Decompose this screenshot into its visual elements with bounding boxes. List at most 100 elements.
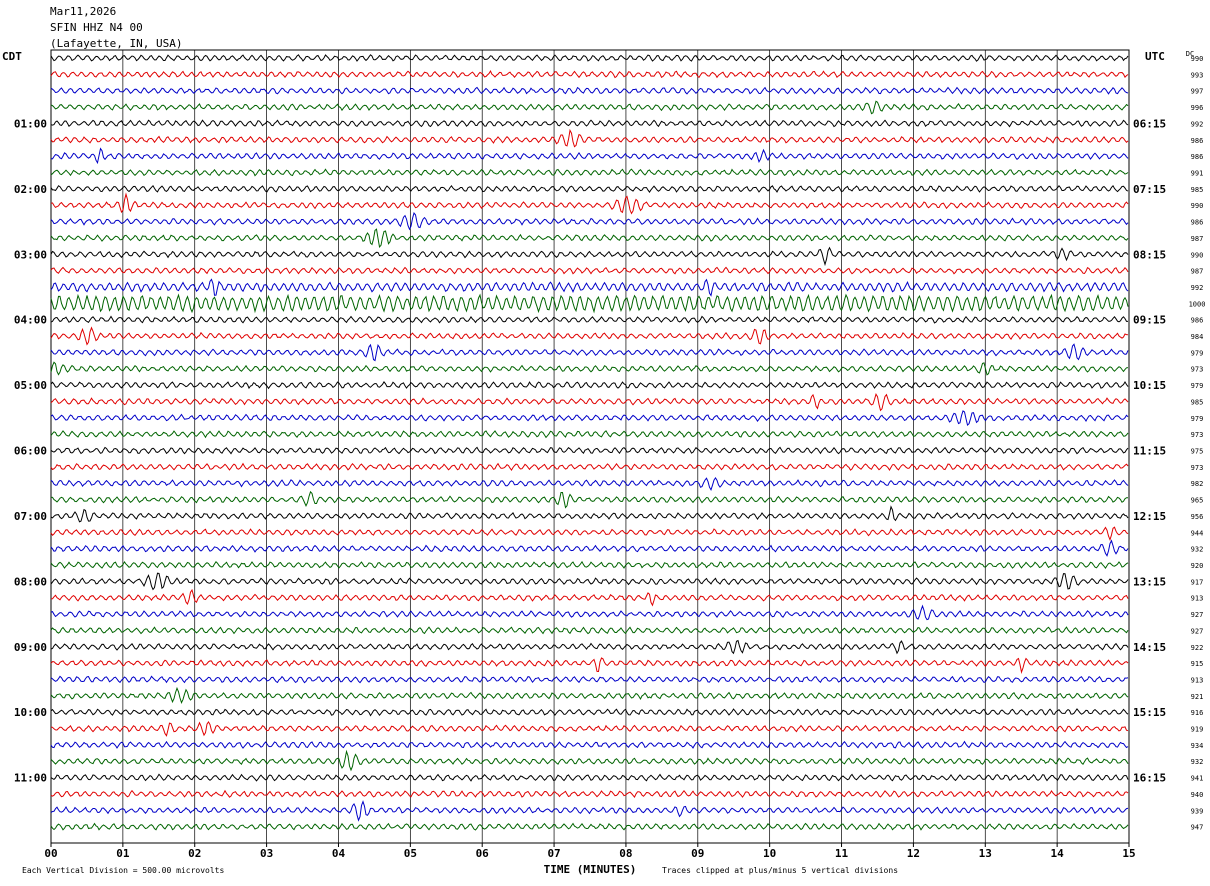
dc-offset-label: 993	[1191, 71, 1204, 79]
cdt-time-label: 07:00	[14, 510, 47, 523]
dc-offset-label: 975	[1191, 448, 1204, 456]
seismic-trace	[50, 560, 1129, 569]
seismic-trace	[50, 657, 1129, 674]
x-axis-label: TIME (MINUTES)	[544, 863, 637, 876]
x-tick-label: 15	[1122, 847, 1135, 860]
dc-offset-label: 991	[1191, 169, 1204, 177]
seismic-trace	[50, 789, 1129, 799]
dc-offset-label: 986	[1191, 317, 1204, 325]
dc-offset-label: 982	[1191, 480, 1204, 488]
seismic-trace	[50, 100, 1129, 115]
dc-offset-label: 940	[1191, 791, 1204, 799]
x-tick-label: 09	[691, 847, 704, 860]
seismic-trace	[50, 604, 1129, 621]
utc-time-label: 12:15	[1133, 510, 1166, 523]
seismic-trace	[50, 740, 1129, 749]
dc-offset-label: 965	[1191, 497, 1204, 505]
station-location: (Lafayette, IN, USA)	[50, 37, 183, 50]
dc-offset-label: 987	[1191, 235, 1204, 243]
dc-offset-label: 986	[1191, 219, 1204, 227]
cdt-time-label: 05:00	[14, 379, 47, 392]
seismic-trace	[50, 505, 1129, 523]
dc-offset-label: 992	[1191, 284, 1204, 292]
x-tick-label: 14	[1051, 847, 1065, 860]
dc-offset-label: 941	[1191, 775, 1204, 783]
x-tick-label: 04	[332, 847, 346, 860]
seismic-trace	[50, 773, 1129, 782]
dc-offset-label: 992	[1191, 120, 1204, 128]
x-tick-label: 11	[835, 847, 849, 860]
seismic-trace	[50, 410, 1129, 427]
x-tick-label: 05	[404, 847, 417, 860]
cdt-time-label: 02:00	[14, 183, 47, 196]
dc-offset-label: 996	[1191, 104, 1204, 112]
dc-offset-label: 990	[1191, 202, 1204, 210]
seismic-trace	[50, 626, 1129, 635]
dc-offset-label: 979	[1191, 349, 1204, 357]
dc-offset-label: 932	[1191, 546, 1204, 554]
left-timezone-label: CDT	[2, 50, 22, 63]
seismic-trace	[50, 119, 1129, 128]
seismic-trace	[50, 462, 1129, 472]
cdt-time-label: 01:00	[14, 117, 47, 130]
dc-offset-label: 944	[1191, 529, 1204, 537]
dc-offset-label: 916	[1191, 709, 1204, 717]
seismic-trace	[50, 490, 1128, 509]
seismic-trace	[50, 639, 1129, 655]
utc-time-label: 11:15	[1133, 445, 1166, 458]
seismic-trace	[50, 168, 1129, 177]
seismic-trace	[50, 526, 1129, 542]
dc-offset-label: 979	[1191, 382, 1204, 390]
seismic-trace	[50, 392, 1129, 412]
seismic-trace	[50, 476, 1129, 492]
dc-offset-label: 913	[1191, 676, 1204, 684]
utc-time-label: 14:15	[1133, 641, 1166, 654]
seismic-trace	[50, 675, 1129, 684]
seismic-trace	[50, 70, 1129, 79]
x-tick-label: 13	[979, 847, 992, 860]
seismic-trace	[50, 315, 1128, 324]
seismic-trace	[50, 720, 1129, 737]
right-timezone-label: UTC	[1145, 50, 1165, 63]
dc-offset-label: 934	[1191, 742, 1204, 750]
seismic-trace	[50, 749, 1129, 772]
seismic-trace	[50, 343, 1129, 362]
seismic-trace	[50, 588, 1129, 607]
seismic-trace	[50, 128, 1129, 148]
utc-time-label: 16:15	[1133, 772, 1166, 785]
utc-time-label: 10:15	[1133, 379, 1166, 392]
seismic-trace	[50, 686, 1129, 704]
record-date: Mar11,2026	[50, 5, 117, 18]
dc-offset-label: 947	[1191, 824, 1204, 832]
dc-offset-label: 979	[1191, 415, 1204, 423]
x-tick-label: 02	[188, 847, 201, 860]
plot-frame	[50, 49, 1130, 844]
seismic-trace	[50, 147, 1129, 165]
cdt-time-label: 06:00	[14, 445, 47, 458]
dc-column-label: DC	[1186, 50, 1194, 58]
dc-offset-label: 984	[1191, 333, 1204, 341]
seismic-trace	[50, 430, 1129, 439]
vertical-division-note: Each Vertical Division = 500.00 microvol…	[22, 866, 225, 875]
dc-offset-label: 986	[1191, 137, 1204, 145]
x-tick-label: 03	[260, 847, 273, 860]
dc-offset-label: 921	[1191, 693, 1204, 701]
clip-note: Traces clipped at plus/minus 5 vertical …	[662, 866, 899, 875]
seismic-trace	[50, 54, 1129, 62]
seismic-trace	[50, 572, 1129, 591]
seismic-trace	[50, 361, 1129, 376]
dc-offset-label: 985	[1191, 186, 1204, 194]
x-tick-label: 12	[907, 847, 920, 860]
x-tick-label: 08	[619, 847, 632, 860]
seismic-trace	[50, 184, 1129, 193]
utc-time-label: 13:15	[1133, 575, 1166, 588]
x-tick-label: 06	[476, 847, 490, 860]
utc-time-label: 15:15	[1133, 706, 1166, 719]
dc-offset-label: 1000	[1189, 300, 1206, 308]
seismic-trace	[50, 800, 1129, 822]
seismic-trace	[50, 266, 1129, 275]
seismic-trace	[50, 708, 1129, 717]
dc-offset-label: 932	[1191, 758, 1204, 766]
utc-time-label: 07:15	[1133, 183, 1166, 196]
